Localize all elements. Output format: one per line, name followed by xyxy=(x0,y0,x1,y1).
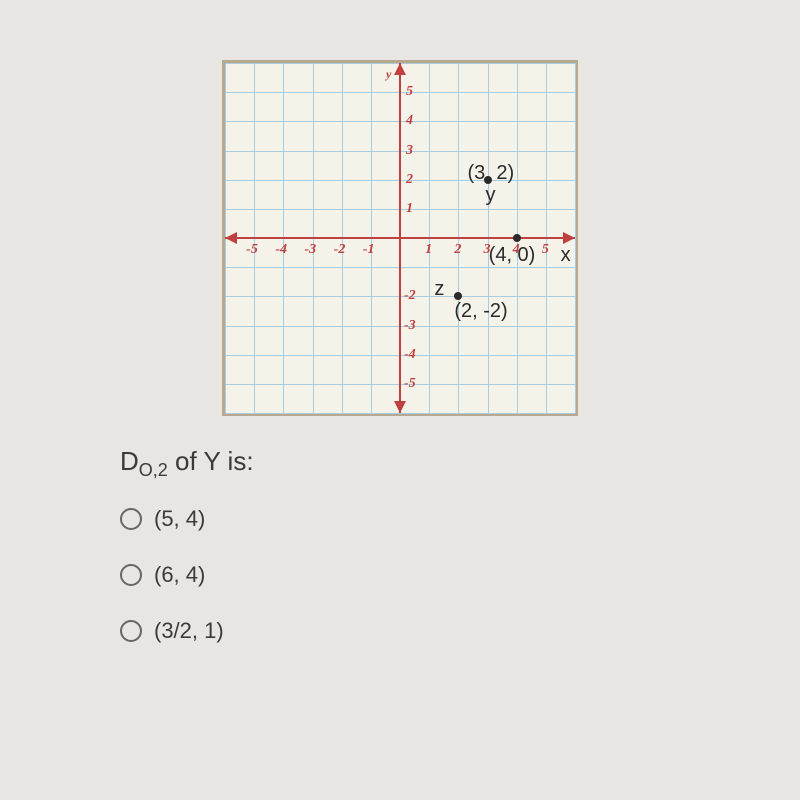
option-0[interactable]: (5, 4) xyxy=(120,506,720,532)
option-label: (6, 4) xyxy=(154,562,205,588)
radio-icon xyxy=(120,620,142,642)
question-text: DO,2 of Y is: xyxy=(120,446,720,481)
option-label: (5, 4) xyxy=(154,506,205,532)
coordinate-graph: y12345-1-2-3-4-512345-2-3-4-5(3, 2)y(4, … xyxy=(222,60,578,416)
radio-icon xyxy=(120,564,142,586)
radio-icon xyxy=(120,508,142,530)
option-label: (3/2, 1) xyxy=(154,618,224,644)
question-subscript: O,2 xyxy=(139,460,168,480)
question-prefix: D xyxy=(120,446,139,476)
option-1[interactable]: (6, 4) xyxy=(120,562,720,588)
option-2[interactable]: (3/2, 1) xyxy=(120,618,720,644)
answer-options: (5, 4) (6, 4) (3/2, 1) xyxy=(120,506,720,644)
question-suffix: of Y is: xyxy=(168,446,254,476)
